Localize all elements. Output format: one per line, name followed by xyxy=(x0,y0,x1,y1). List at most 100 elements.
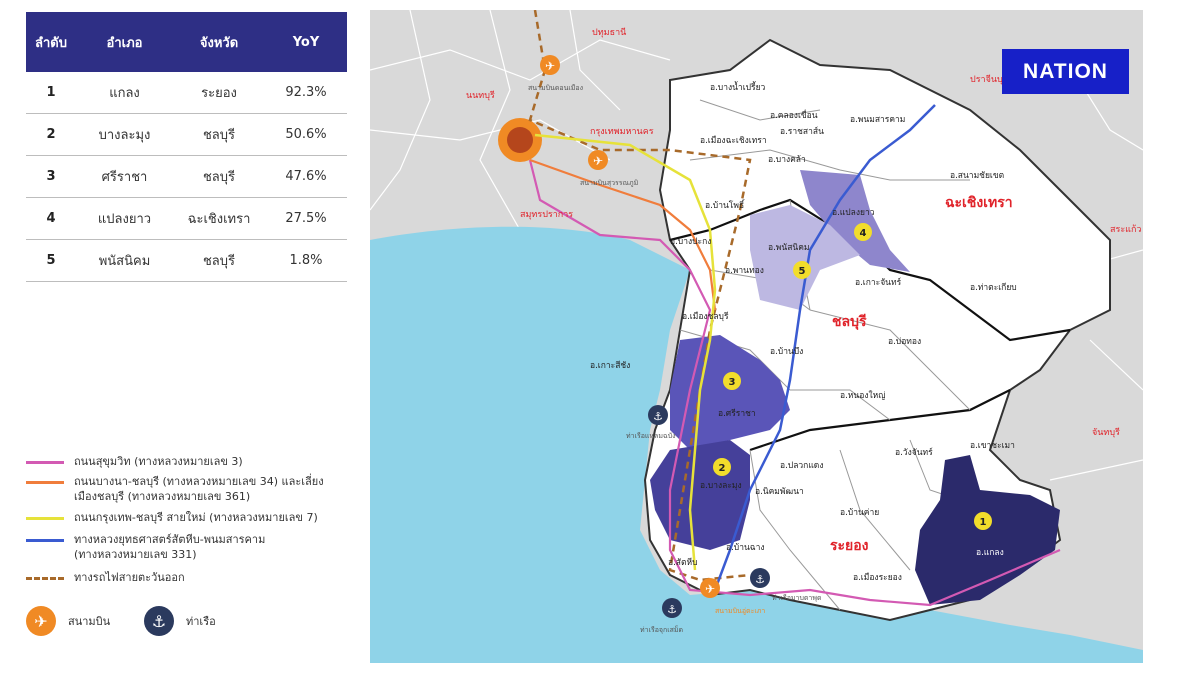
district-label: อ.บางคล้า xyxy=(768,154,806,165)
anchor-icon: ⚓ xyxy=(750,568,770,588)
district-label: อ.บ้านโพธิ์ xyxy=(705,199,746,211)
svg-text:✈: ✈ xyxy=(593,154,603,168)
neighbor-label: นนทบุรี xyxy=(466,90,495,101)
legend-item-krungthep: ถนนกรุงเทพ-ชลบุรี สายใหม่ (ทางหลวงหมายเล… xyxy=(26,510,318,525)
district-label: อ.บางปะกง xyxy=(670,237,711,247)
bangna-road xyxy=(529,158,717,311)
cell-rank: 3 xyxy=(26,155,76,198)
cell-rank: 5 xyxy=(26,239,76,282)
legend-item-strategic: ทางหลวงยุทธศาสตร์สัตหีบ-พนมสารคาม (ทางหล… xyxy=(26,532,326,562)
landmark-label: สนามบินสุวรรณภูมิ xyxy=(580,179,638,187)
cell-province: ชลบุรี xyxy=(173,113,265,156)
bangna-line-swatch xyxy=(26,481,64,484)
legend-item-port: ⚓ ท่าเรือ xyxy=(144,606,216,636)
district-label: อ.บ้านบึง xyxy=(770,346,803,357)
svg-text:⚓: ⚓ xyxy=(653,410,663,423)
svg-text:3: 3 xyxy=(729,377,736,388)
legend-label: ทางรถไฟสายตะวันออก xyxy=(74,571,185,584)
svg-text:5: 5 xyxy=(799,266,806,277)
strategic-line-swatch xyxy=(26,539,64,542)
rank-marker: 2 xyxy=(713,458,731,476)
legend-item-airport: ✈ สนามบิน xyxy=(26,606,110,636)
header-district: อำเภอ xyxy=(76,12,173,72)
cell-rank: 4 xyxy=(26,197,76,240)
province-label: ระยอง xyxy=(830,538,869,554)
district-label: อ.ราชสาส์น xyxy=(780,126,824,137)
header-rank: ลำดับ xyxy=(26,12,76,72)
cell-yoy: 47.6% xyxy=(265,155,347,198)
legend-item-railway: ทางรถไฟสายตะวันออก xyxy=(26,570,185,585)
district-plaengyao-shaded xyxy=(800,170,910,272)
district-label: อ.เมืองชลบุรี xyxy=(682,311,729,322)
district-sriracha-shaded xyxy=(670,335,790,450)
airplane-icon: ✈ xyxy=(588,150,608,170)
legend-label: ถนนบางนา-ชลบุรี (ทางหลวงหมายเลข 34) และเ… xyxy=(74,475,324,503)
neighbor-boundaries xyxy=(370,10,1143,481)
railway-line xyxy=(528,10,752,582)
airplane-icon: ✈ xyxy=(26,606,56,636)
district-label: อ.วังจันทร์ xyxy=(895,447,933,458)
neighbor-label: จันทบุรี xyxy=(1092,427,1120,438)
cell-district: พนัสนิคม xyxy=(76,239,173,282)
district-label: อ.คลองเขื่อน xyxy=(770,109,818,121)
district-label: อ.บ้านฉาง xyxy=(726,542,765,553)
sea xyxy=(370,226,1143,663)
landmark-label: สนามบินอู่ตะเภา xyxy=(715,607,765,615)
table-row: 3 ศรีราชา ชลบุรี 47.6% xyxy=(26,155,347,198)
district-label: อ.บ้านค่าย xyxy=(840,507,879,518)
anchor-icon: ⚓ xyxy=(648,405,668,425)
legend-item-bangna: ถนนบางนา-ชลบุรี (ทางหลวงหมายเลข 34) และเ… xyxy=(26,474,326,504)
bangkok-marker-inner xyxy=(507,127,533,153)
neighbor-label: ปทุมธานี xyxy=(592,27,626,38)
landmark-label: ท่าเรือมาบตาพุด xyxy=(772,594,822,602)
table-row: 1 แกลง ระยอง 92.3% xyxy=(26,72,347,114)
cell-yoy: 27.5% xyxy=(265,197,347,240)
cell-district: แกลง xyxy=(76,72,173,114)
table-header-row: ลำดับ อำเภอ จังหวัด YoY xyxy=(26,12,347,72)
district-label: อ.สนามชัยเขต xyxy=(950,171,1004,181)
svg-text:⚓: ⚓ xyxy=(667,603,677,616)
district-ranking-table: ลำดับ อำเภอ จังหวัด YoY 1 แกลง ระยอง 92.… xyxy=(26,12,347,282)
anchor-icon: ⚓ xyxy=(144,606,174,636)
svg-text:2: 2 xyxy=(719,463,726,474)
cell-rank: 2 xyxy=(26,113,76,156)
district-klaeng-shaded xyxy=(915,455,1060,605)
table-row: 5 พนัสนิคม ชลบุรี 1.8% xyxy=(26,239,347,282)
eec-map: ✈ ✈ ✈ ⚓ ⚓ ⚓ 1 2 3 4 5 ฉะเชิงเทรา ช xyxy=(370,10,1143,663)
district-label: อ.บางละมุง xyxy=(700,481,742,491)
svg-text:✈: ✈ xyxy=(545,59,555,73)
rank-marker: 5 xyxy=(793,261,811,279)
district-label: อ.เมืองระยอง xyxy=(853,572,902,583)
cell-district: ศรีราชา xyxy=(76,155,173,198)
cell-yoy: 1.8% xyxy=(265,239,347,282)
district-label: อ.เมืองฉะเชิงเทรา xyxy=(700,135,767,146)
header-yoy: YoY xyxy=(265,12,347,72)
district-labels: อ.บางน้ำเปรี้ยว อ.คลองเขื่อน อ.พนมสารคาม… xyxy=(590,81,1017,583)
province-label: ชลบุรี xyxy=(832,314,867,330)
district-phanatnikhom-shaded xyxy=(750,205,860,310)
svg-text:✈: ✈ xyxy=(705,582,715,596)
district-label: อ.แกลง xyxy=(976,548,1004,558)
cell-province: ระยอง xyxy=(173,72,265,114)
strategic-road xyxy=(713,104,936,591)
cell-yoy: 50.6% xyxy=(265,113,347,156)
district-label: อ.ปลวกแดง xyxy=(780,461,823,471)
landmark-label: สนามบินดอนเมือง xyxy=(528,84,583,92)
cell-yoy: 92.3% xyxy=(265,72,347,114)
district-label: อ.นิคมพัฒนา xyxy=(755,487,804,497)
krungthep-road xyxy=(534,133,717,571)
district-label: อ.สัตหีบ xyxy=(668,557,698,568)
table-row: 4 แปลงยาว ฉะเชิงเทรา 27.5% xyxy=(26,197,347,240)
nation-logo: NATION xyxy=(1002,49,1129,94)
anchor-icon: ⚓ xyxy=(662,598,682,618)
legend-label: ท่าเรือ xyxy=(186,614,216,628)
district-label: อ.บางน้ำเปรี้ยว xyxy=(710,81,766,93)
rank-marker: 3 xyxy=(723,372,741,390)
legend-label: ทางหลวงยุทธศาสตร์สัตหีบ-พนมสารคาม (ทางหล… xyxy=(74,533,266,561)
landmark-labels: สนามบินดอนเมือง สนามบินสุวรรณภูมิ ท่าเรื… xyxy=(528,84,822,634)
krungthep-line-swatch xyxy=(26,517,64,520)
district-label: อ.พานทอง xyxy=(725,266,764,276)
railway-line-swatch xyxy=(26,577,64,580)
legend-item-sukhumvit: ถนนสุขุมวิท (ทางหลวงหมายเลข 3) xyxy=(26,454,243,469)
district-label: อ.เกาะสีชัง xyxy=(590,360,630,371)
